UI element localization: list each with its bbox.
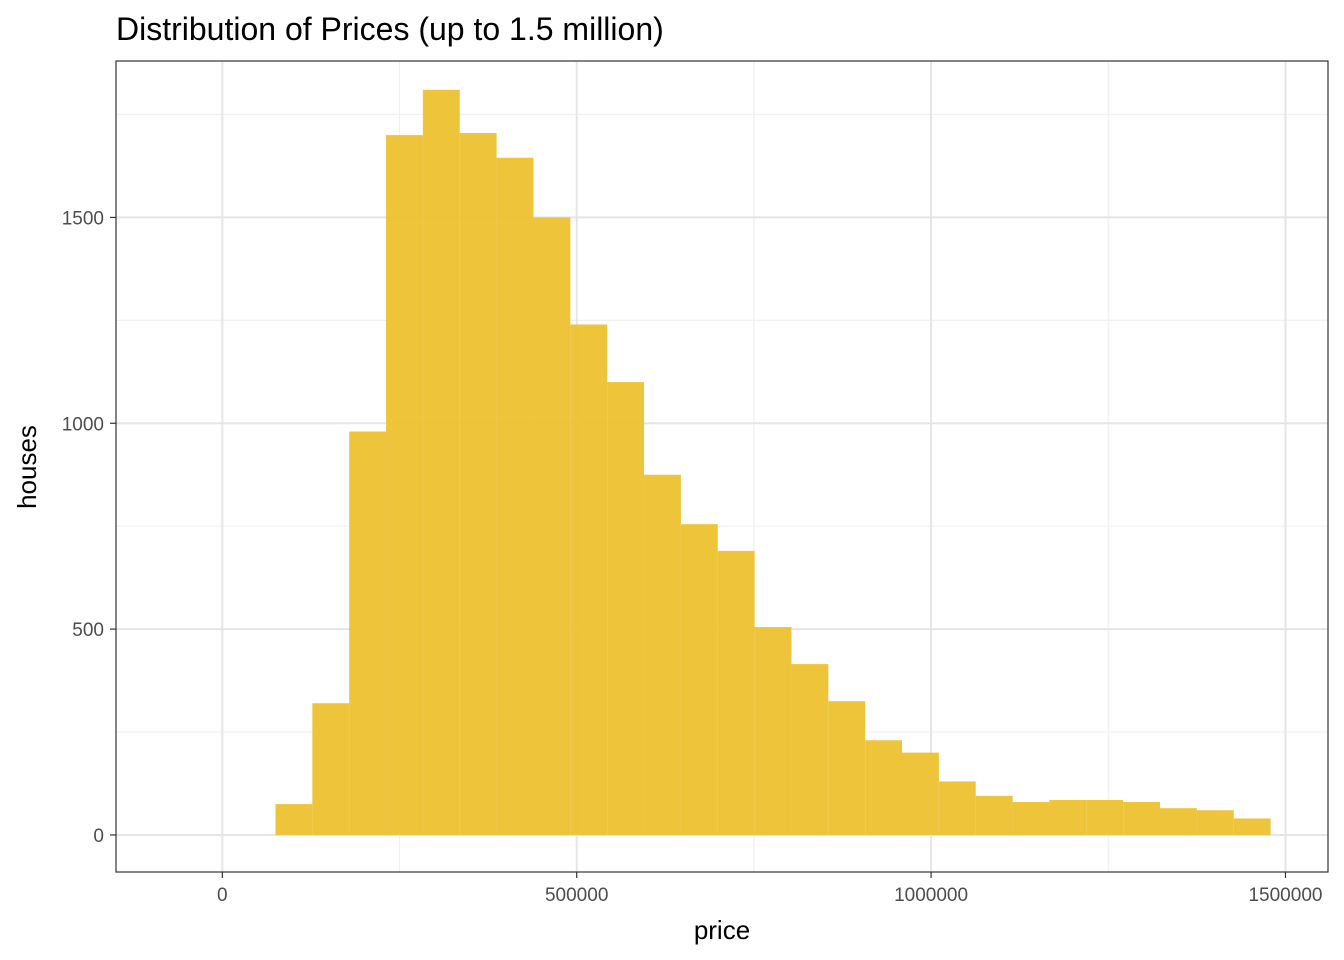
x-axis-title: price	[694, 915, 750, 945]
y-axis-title: houses	[12, 425, 42, 509]
histogram-bar	[644, 474, 681, 835]
histogram-bar	[1233, 818, 1271, 835]
histogram-bar	[828, 701, 866, 835]
bars	[275, 89, 1271, 835]
histogram-bar	[349, 431, 387, 835]
histogram-bar	[533, 217, 571, 835]
x-tick-label: 1500000	[1248, 885, 1322, 906]
histogram-bar	[754, 627, 792, 835]
histogram-bar	[312, 703, 350, 835]
histogram-bar	[717, 550, 755, 835]
x-tick-label: 1000000	[894, 885, 968, 906]
histogram-bar	[386, 135, 423, 835]
histogram-bar	[975, 795, 1013, 835]
histogram-bar	[1086, 799, 1124, 835]
histogram-bar	[938, 781, 976, 835]
histogram-bar	[902, 752, 939, 835]
y-tick-label: 1000	[62, 414, 104, 435]
x-tick-label: 0	[217, 885, 228, 906]
panel-border	[115, 60, 1329, 873]
y-tick-label: 500	[72, 620, 104, 641]
histogram-bar	[1123, 802, 1161, 835]
y-axis: 0 500 1000 1500	[62, 208, 116, 847]
histogram-bar	[496, 157, 534, 835]
histogram-bar	[570, 324, 608, 835]
histogram-bar	[607, 382, 645, 835]
histogram-bar	[422, 89, 460, 835]
x-axis: 0 500000 1000000 1500000	[217, 872, 1322, 906]
histogram-bar	[680, 524, 718, 835]
y-tick-label: 1500	[62, 208, 104, 229]
x-tick-label: 500000	[545, 885, 608, 906]
histogram-bar	[275, 804, 313, 835]
chart-title: Distribution of Prices (up to 1.5 millio…	[116, 11, 664, 47]
histogram-bar	[1049, 799, 1087, 835]
histogram-bar	[865, 740, 903, 835]
y-tick-label: 0	[93, 826, 104, 847]
histogram-bar	[1012, 802, 1050, 835]
histogram-bar	[791, 664, 829, 835]
histogram-bar	[1160, 808, 1197, 835]
histogram-bar	[1196, 810, 1234, 835]
histogram-bar	[459, 133, 497, 835]
